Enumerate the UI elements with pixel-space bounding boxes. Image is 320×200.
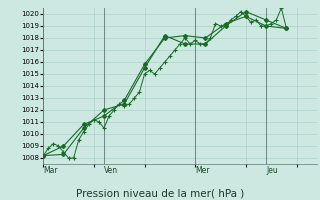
Text: Ven: Ven: [104, 166, 118, 175]
Text: Mer: Mer: [195, 166, 210, 175]
Text: Mar: Mar: [43, 166, 58, 175]
Text: Jeu: Jeu: [266, 166, 278, 175]
Text: Pression niveau de la mer( hPa ): Pression niveau de la mer( hPa ): [76, 188, 244, 198]
